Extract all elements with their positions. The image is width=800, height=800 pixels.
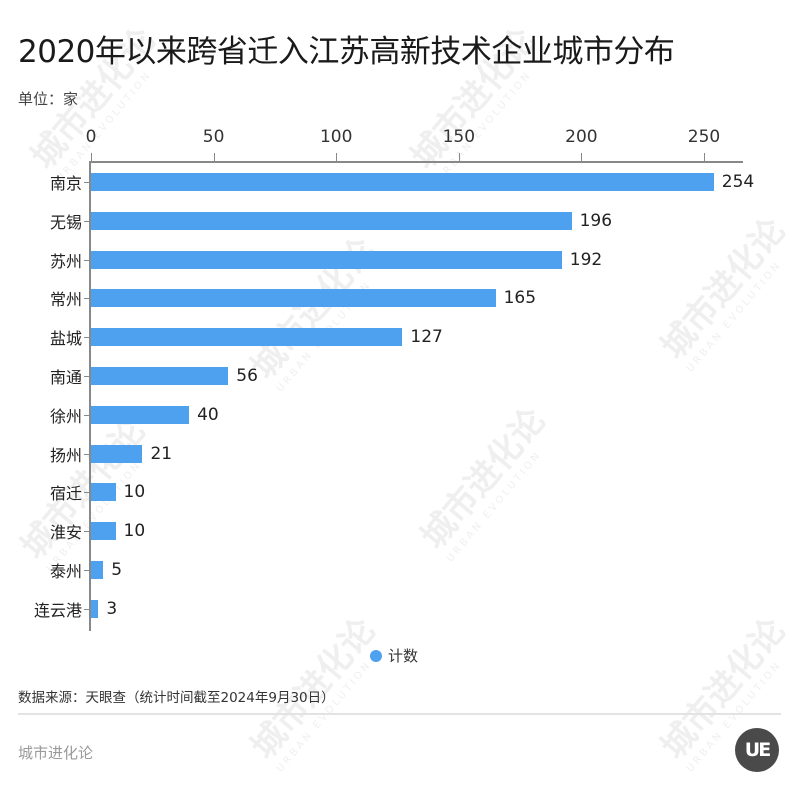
category-label: 常州 [49,290,82,310]
bar-row: 扬州 21 [0,443,800,465]
bar-row: 常州 165 [0,288,800,310]
y-tick-mark [84,492,90,494]
bar[interactable] [91,522,116,541]
bar-row: 淮安 10 [0,521,800,543]
category-label: 南通 [49,368,82,387]
category-label: 南京 [49,174,82,193]
bar-row: 南京 254 [0,172,800,193]
category-label: 连云港 [33,600,82,620]
bar[interactable] [91,599,99,618]
value-label: 21 [150,443,173,464]
category-label: 徐州 [49,406,82,426]
category-label: 淮安 [49,523,82,543]
x-tick-mark [336,153,338,162]
legend-label: 计数 [388,647,419,665]
category-label: 盐城 [49,329,82,349]
category-label: 泰州 [49,562,82,581]
value-label: 254 [721,172,755,192]
bar[interactable] [91,367,229,385]
y-tick-mark [84,298,90,300]
unit-label: 单位：家 [18,90,79,108]
x-tick-label: 100 [319,127,353,147]
legend-dot-icon [370,649,382,662]
y-tick-mark [84,220,90,222]
bar[interactable] [91,289,496,308]
x-tick-label: 250 [687,127,721,147]
x-tick-mark [458,153,460,162]
bar[interactable] [91,250,562,269]
value-label: 3 [106,598,118,619]
y-tick-mark [84,337,90,339]
ue-logo-icon: UE [735,728,779,772]
x-axis-line [90,161,743,163]
y-tick-mark [84,376,90,377]
bar-row: 南通 56 [0,366,800,387]
category-label: 宿迁 [49,484,82,504]
category-label: 苏州 [49,251,82,271]
bar[interactable] [91,444,143,463]
x-tick-label: 0 [85,127,97,147]
bar-row: 徐州 40 [0,404,800,426]
chart-title: 2020年以来跨省迁入江苏高新技术企业城市分布 [18,34,675,70]
value-label: 127 [410,327,443,348]
value-label: 5 [111,560,123,580]
x-tick-mark [213,153,215,162]
bar[interactable] [91,561,104,579]
x-tick-mark [581,153,583,162]
legend[interactable]: 计数 [370,645,418,666]
bar-row: 连云港 3 [0,598,800,620]
y-tick-mark [84,608,90,610]
bar[interactable] [91,211,572,230]
value-label: 10 [123,521,146,542]
y-tick-mark [84,182,90,183]
divider [18,713,781,715]
x-tick-mark [704,153,705,162]
category-label: 无锡 [49,212,82,232]
bar-row: 盐城 127 [0,327,800,349]
bar-row: 苏州 192 [0,249,800,271]
bar[interactable] [91,173,714,191]
value-label: 40 [197,404,219,425]
x-tick-label: 150 [442,127,476,147]
brand-name: 城市进化论 [18,744,94,762]
bar-row: 无锡 196 [0,210,800,232]
value-label: 56 [236,366,258,386]
value-label: 192 [569,249,603,270]
x-tick-label: 200 [565,127,598,147]
y-tick-mark [84,414,90,416]
y-axis-line [89,161,91,631]
y-tick-mark [84,570,90,571]
bar-row: 泰州 5 [0,560,800,581]
value-label: 10 [123,482,146,503]
bar-row: 宿迁 10 [0,482,800,504]
x-tick-mark [91,153,92,162]
category-label: 扬州 [49,445,82,465]
value-label: 196 [579,210,613,231]
bar[interactable] [91,405,190,424]
bar[interactable] [91,328,403,347]
bar[interactable] [91,483,116,502]
value-label: 165 [503,288,537,309]
y-tick-mark [84,259,90,261]
y-tick-mark [84,453,90,455]
data-source: 数据来源：天眼查（统计时间截至2024年9月30日） [18,690,335,706]
y-tick-mark [84,531,90,533]
x-tick-label: 50 [202,127,225,147]
